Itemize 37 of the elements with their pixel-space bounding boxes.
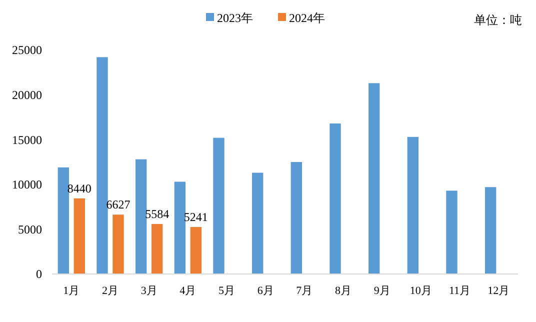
bar: [112, 214, 124, 274]
bar: [290, 162, 302, 274]
x-tick-label: 10月: [410, 285, 432, 297]
bar: [407, 136, 419, 274]
bar: [58, 167, 70, 274]
bar: [484, 187, 496, 274]
legend-label: 2023年: [217, 11, 253, 26]
x-tick-label: 2月: [102, 285, 118, 297]
x-tick-label: 6月: [257, 285, 274, 297]
bar: [96, 57, 108, 274]
y-tick-label: 5000: [18, 222, 42, 236]
x-tick-label: 11月: [448, 285, 471, 297]
text: 单位：吨: [474, 13, 522, 27]
x-tick-label: 8月: [335, 285, 352, 297]
y-tick-label: 0: [36, 267, 42, 282]
x-tick-label: 1月: [63, 285, 80, 297]
bar: [135, 159, 147, 274]
x-tick-label: 5月: [218, 285, 235, 297]
bar: [368, 83, 380, 274]
y-tick-label: 20000: [12, 88, 42, 102]
bar: [151, 224, 163, 274]
y-tick-label: 25000: [12, 43, 42, 58]
x-tick-label: 4月: [180, 285, 196, 297]
y-tick-label: 10000: [12, 178, 42, 192]
bar: [174, 182, 186, 274]
bar: [74, 198, 86, 274]
x-tick-label: 7月: [296, 285, 313, 297]
bar: [446, 190, 458, 274]
legend-label: 2024年: [289, 11, 325, 26]
bar: [190, 227, 202, 274]
bar: [252, 172, 264, 274]
x-tick-label: 9月: [374, 285, 390, 297]
bar: [213, 138, 224, 274]
x-tick-label: 12月: [488, 285, 510, 297]
bar: [330, 123, 341, 274]
y-tick-label: 15000: [12, 132, 42, 147]
x-tick-label: 3月: [140, 285, 158, 297]
